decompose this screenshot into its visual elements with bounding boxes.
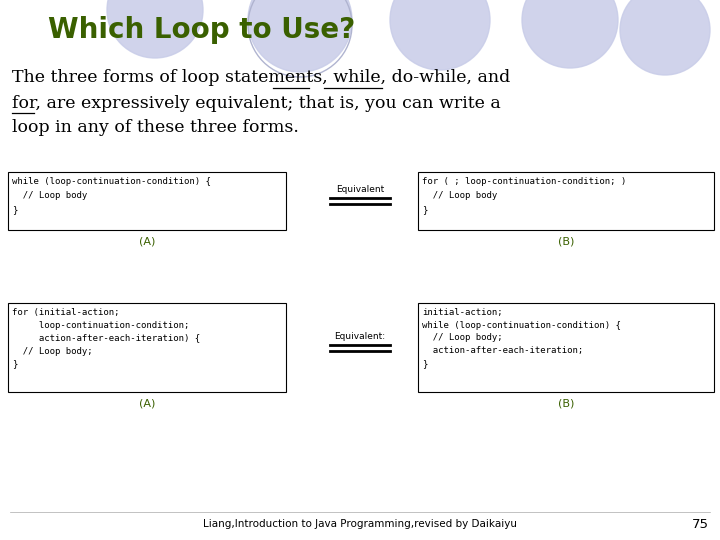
Circle shape (390, 0, 490, 70)
Bar (8, 303, 286, 392)
Text: Liang,Introduction to Java Programming,revised by Daikaiyu: Liang,Introduction to Java Programming,r… (203, 519, 517, 529)
Text: action-after-each-iteration;: action-after-each-iteration; (422, 347, 583, 355)
Text: action-after-each-iteration) {: action-after-each-iteration) { (12, 334, 200, 342)
Text: Equivalent:: Equivalent: (334, 332, 386, 341)
Text: The three forms of loop statements, while, do-while, and: The three forms of loop statements, whil… (12, 70, 510, 86)
Text: loop-continuation-condition;: loop-continuation-condition; (12, 321, 189, 329)
Text: }: } (12, 206, 17, 214)
Bar (418, 303, 714, 392)
Text: }: } (422, 206, 428, 214)
Text: (A): (A) (139, 399, 156, 409)
Text: (A): (A) (139, 237, 156, 247)
Circle shape (522, 0, 618, 68)
Text: (B): (B) (558, 237, 574, 247)
Circle shape (107, 0, 203, 58)
Text: // Loop body;: // Loop body; (422, 334, 503, 342)
Text: // Loop body: // Loop body (12, 191, 87, 200)
Text: loop in any of these three forms.: loop in any of these three forms. (12, 119, 299, 137)
Text: (B): (B) (558, 399, 574, 409)
Circle shape (248, 0, 352, 72)
Text: Which Loop to Use?: Which Loop to Use? (48, 16, 355, 44)
Text: while (loop-continuation-condition) {: while (loop-continuation-condition) { (12, 177, 211, 186)
Text: for (initial-action;: for (initial-action; (12, 307, 120, 316)
Text: while (loop-continuation-condition) {: while (loop-continuation-condition) { (422, 321, 621, 329)
Bar (418, 172, 714, 230)
Text: initial-action;: initial-action; (422, 307, 503, 316)
Text: // Loop body;: // Loop body; (12, 347, 93, 355)
Bar (8, 172, 286, 230)
Text: for, are expressively equivalent; that is, you can write a: for, are expressively equivalent; that i… (12, 94, 500, 111)
Text: Equivalent: Equivalent (336, 186, 384, 194)
Text: for ( ; loop-continuation-condition; ): for ( ; loop-continuation-condition; ) (422, 177, 626, 186)
Circle shape (620, 0, 710, 75)
Text: // Loop body: // Loop body (422, 191, 498, 200)
Text: }: } (422, 360, 428, 368)
Text: }: } (12, 360, 17, 368)
Text: 75: 75 (691, 517, 708, 530)
